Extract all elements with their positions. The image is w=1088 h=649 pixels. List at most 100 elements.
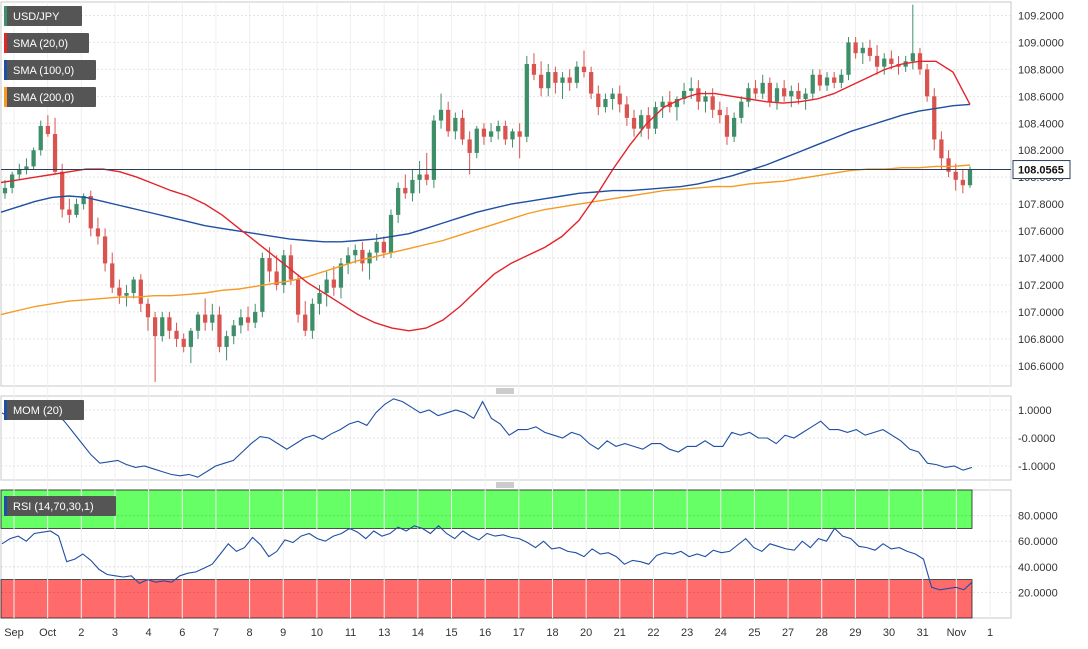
x-tick-label: 8 [247,627,253,639]
candle-up [496,125,501,132]
candle-up [703,96,708,102]
candle-down [88,196,93,229]
candle-down [60,171,65,210]
candle-up [689,88,694,91]
legend-rsi[interactable]: RSI (14,70,30,1) [4,496,116,516]
rsi-y-tick-label: 20.0000 [1018,587,1058,599]
candle-down [52,134,58,172]
candle-up [910,53,915,62]
candle-down [796,90,801,100]
legend-momentum[interactable]: MOM (20) [4,400,84,420]
candle-down [596,93,601,108]
x-tick-label: Nov [947,627,967,639]
price-y-tick-label: 108.8000 [1018,64,1064,76]
price-y-tick-label: 109.2000 [1018,10,1064,22]
price-y-tick-label: 107.4000 [1018,253,1064,265]
candle-up [731,117,737,137]
candle-up [882,58,887,67]
price-y-tick-label: 108.4000 [1018,118,1064,130]
candle-up [653,107,658,129]
candle-down [331,279,336,288]
candle-up [824,77,830,86]
legend-sma-20-label: SMA (20,0) [13,38,68,50]
candle-up [660,101,665,108]
candle-down [167,317,172,331]
legend-sma-200-color-swatch [4,87,7,107]
candle-down [424,174,429,180]
rsi-y-tick-label: 40.0000 [1018,562,1058,574]
candle-down [67,209,72,215]
x-tick-label: 29 [849,627,861,639]
legend-symbol[interactable]: USD/JPY [4,6,82,26]
x-tick-label: 11 [345,627,356,639]
panel-frame-1 [0,1,1012,387]
candle-down [567,77,572,83]
candle-down [446,109,451,132]
candle-up [195,314,201,331]
candle-up [224,336,229,347]
candle-down [782,88,787,97]
legend-sma-100-label: SMA (100,0) [13,65,74,77]
x-tick-label: 23 [681,627,693,639]
candle-down [832,77,837,83]
candle-down [889,58,894,64]
candle-up [410,179,415,194]
candle-down [145,303,151,318]
candle-down [503,125,508,140]
legend-symbol-color-swatch [4,6,7,26]
candle-down [110,263,115,288]
candle-down [589,72,594,94]
x-tick-label: 24 [715,627,727,639]
candle-up [574,66,579,83]
candle-down [460,117,465,140]
x-tick-label: Oct [39,627,56,639]
candle-down [95,228,101,237]
legend-sma-200[interactable]: SMA (200,0) [4,87,96,107]
candle-up [810,74,815,94]
x-tick-label: 6 [179,627,185,639]
candle-down [288,255,294,280]
candle-down [152,317,158,337]
x-tick-label: 9 [280,627,286,639]
legend-symbol-bg [4,6,82,26]
candle-down [631,117,637,129]
candle-down [117,287,122,296]
candle-up [417,174,422,180]
x-tick-label: 1 [987,627,993,639]
candle-up [967,169,973,186]
candle-down [538,74,544,89]
candle-up [560,77,565,83]
legend-sma-20[interactable]: SMA (20,0) [4,33,89,53]
candle-down [138,279,143,304]
legend-rsi-color-swatch [4,496,7,516]
legend-rsi-bg [4,496,116,516]
candle-down [553,72,558,83]
candle-up [681,90,687,100]
candle-down [617,93,622,105]
candle-down [817,74,823,86]
current-price-value: 108.0565 [1018,165,1064,177]
legend-symbol-label: USD/JPY [13,11,60,23]
price-y-tick-label: 107.8000 [1018,199,1064,211]
candle-up [231,325,236,337]
candle-down [403,187,408,194]
candle-up [74,204,79,215]
momentum-y-tick-label: 1.0000 [1018,405,1052,417]
candle-up [353,249,358,256]
price-y-tick-label: 107.6000 [1018,226,1064,238]
momentum-y-tick-label: -1.0000 [1018,461,1055,473]
candle-up [24,166,29,170]
legend-sma-200-bg [4,87,96,107]
candle-up [2,187,8,194]
legend-sma-100-bg [4,60,96,80]
candle-up [160,317,165,337]
candle-up [81,196,86,205]
x-tick-label: 25 [748,627,760,639]
price-y-tick-label: 108.2000 [1018,145,1064,157]
legend-sma-100[interactable]: SMA (100,0) [4,60,96,80]
candle-up [610,93,615,100]
candle-up [374,241,379,253]
candle-up [739,101,744,118]
